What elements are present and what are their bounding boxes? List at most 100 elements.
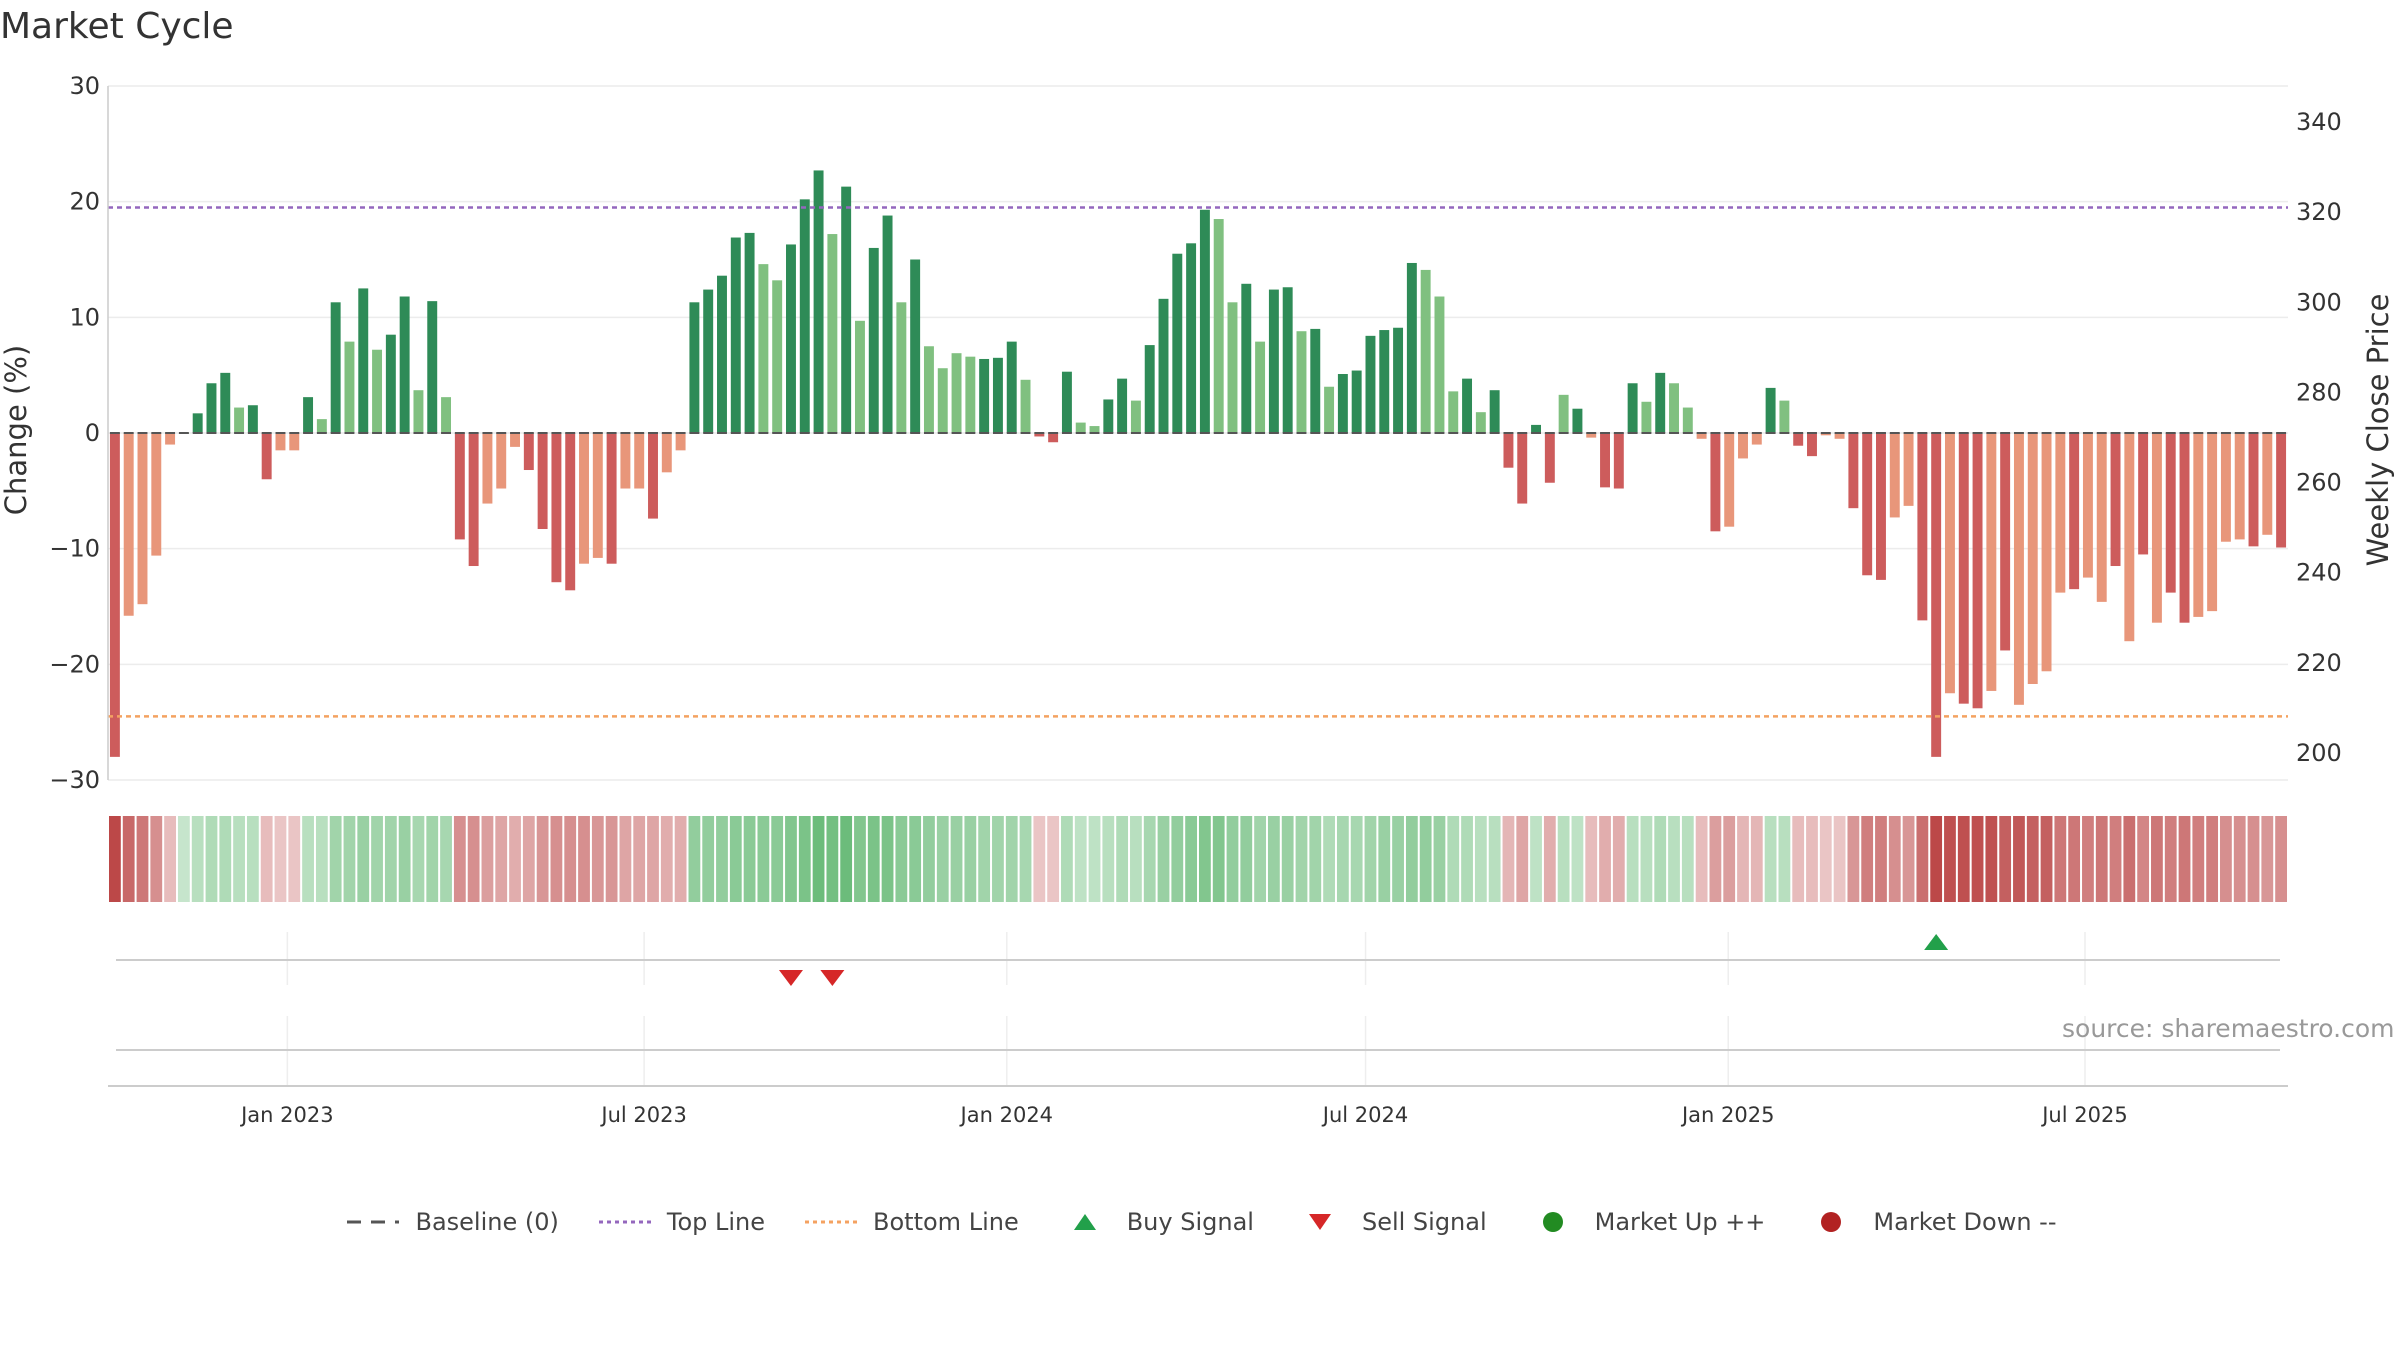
bar [854, 320, 865, 433]
heat-cell [1695, 816, 1708, 902]
bar [868, 247, 879, 433]
heat-cell [785, 816, 797, 902]
heat-cell [219, 816, 232, 902]
heat-cell [647, 816, 659, 902]
bar [1489, 390, 1500, 433]
heat-cell [743, 816, 756, 902]
bar [992, 357, 1003, 433]
heat-cell [1033, 816, 1046, 902]
heat-cell [1819, 816, 1832, 902]
bar [1765, 387, 1776, 433]
heat-cell [1626, 816, 1639, 902]
x-tick-label: Jan 2023 [239, 1103, 334, 1127]
bar [1807, 433, 1817, 457]
bar [427, 301, 438, 433]
heat-cell [1212, 816, 1225, 902]
x-tick-label: Jul 2025 [2040, 1103, 2127, 1127]
heat-cell [1957, 816, 1970, 902]
bar [1048, 433, 1059, 443]
heat-cell [1861, 816, 1874, 902]
heat-cell [302, 816, 314, 902]
heat-cell [1433, 816, 1446, 902]
legend-label: Sell Signal [1361, 1208, 1487, 1236]
bar [344, 341, 355, 433]
bar [1889, 433, 1900, 518]
bar [979, 358, 990, 433]
heat-cell [1019, 816, 1032, 902]
bar [1931, 433, 1942, 757]
bar [1337, 374, 1348, 433]
heat-cell [1143, 816, 1156, 902]
bar [1006, 341, 1017, 433]
heat-cell [1792, 816, 1805, 902]
bar [1434, 296, 1445, 433]
bar [206, 383, 217, 433]
heat-cell [2151, 816, 2163, 902]
bar [634, 433, 645, 489]
bar [137, 433, 148, 605]
heat-cell [964, 816, 977, 902]
y2-axis-title: Weekly Close Price [2361, 294, 2395, 567]
legend-swatch [1073, 1214, 1096, 1230]
heat-cell [2068, 816, 2081, 902]
heat-cell [1930, 816, 1943, 902]
heat-cell [2275, 816, 2287, 902]
bar [2110, 433, 2121, 567]
bar [275, 433, 286, 451]
heat-cell [412, 816, 425, 902]
heat-cell [191, 816, 204, 902]
heat-cell [1378, 816, 1391, 902]
heat-cell [1309, 816, 1322, 902]
bar [1020, 379, 1031, 433]
heat-cell [660, 816, 673, 902]
bar [2082, 433, 2093, 578]
heat-cell [1461, 816, 1473, 902]
bar [289, 433, 300, 451]
bar [551, 433, 562, 583]
bar [303, 397, 314, 433]
bar [1944, 433, 1955, 694]
heat-cell [923, 816, 935, 902]
heat-cell [536, 816, 549, 902]
heat-cell [1875, 816, 1887, 902]
bar [1379, 330, 1390, 433]
legend-label: Bottom Line [873, 1208, 1019, 1236]
heat-cell [1336, 816, 1349, 902]
heat-cell [260, 816, 273, 902]
source-note: source: sharemaestro.com [2062, 1014, 2395, 1043]
heat-cell [481, 816, 494, 902]
heat-cell [1764, 816, 1777, 902]
bar [772, 280, 783, 433]
heat-cell [1944, 816, 1956, 902]
bar [247, 405, 258, 433]
bar [1751, 433, 1762, 445]
bar [1544, 433, 1555, 483]
bar [399, 296, 410, 433]
bar [316, 419, 327, 433]
bar [1034, 433, 1045, 437]
heat-cell [398, 816, 411, 902]
bars-layer [109, 170, 2287, 757]
bar [1158, 298, 1169, 433]
bar [358, 288, 369, 433]
heat-cell [702, 816, 715, 902]
heat-cell [1985, 816, 1998, 902]
heat-cell [1668, 816, 1680, 902]
heat-cell [1088, 816, 1101, 902]
x-tick-label: Jul 2024 [1321, 1103, 1408, 1127]
bar [565, 433, 576, 591]
bar [965, 356, 976, 433]
heat-cell [122, 816, 135, 902]
bar [468, 433, 479, 567]
y2-tick-label: 200 [2296, 739, 2342, 767]
bar [1517, 433, 1528, 504]
bar [730, 237, 741, 433]
bar [1103, 399, 1114, 433]
heat-cell [2013, 816, 2025, 902]
y-tick-label: 10 [69, 303, 100, 331]
legend-swatch [1821, 1212, 1842, 1232]
legend-label: Top Line [666, 1208, 766, 1236]
buy-signal-marker [1924, 934, 1949, 950]
bar [2013, 433, 2024, 705]
